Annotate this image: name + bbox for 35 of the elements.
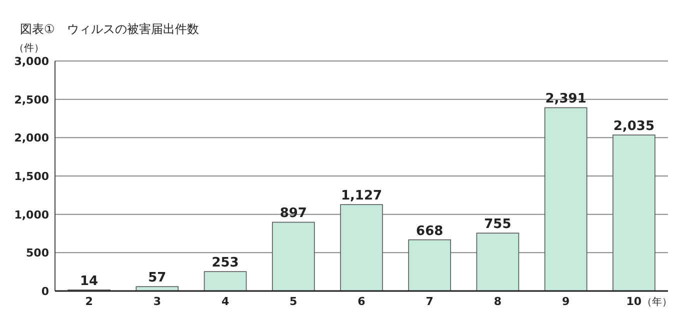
bar [612, 134, 656, 292]
y-tick-label: 3,000 [14, 55, 50, 68]
bar [204, 271, 247, 292]
data-label: 897 [280, 206, 307, 222]
data-label: 755 [484, 217, 512, 232]
data-label: 1,127 [340, 188, 382, 204]
x-axis-title: （年） [642, 296, 672, 308]
y-tick-label: 2,500 [14, 93, 50, 106]
x-tick-label: 4 [221, 295, 230, 308]
data-label: 2,391 [545, 92, 586, 107]
x-tick-label: 10 [626, 295, 642, 308]
bar [476, 232, 520, 292]
bar [340, 204, 383, 292]
data-label: 668 [416, 224, 444, 239]
y-tick-label: 500 [26, 246, 50, 260]
bar [544, 107, 588, 292]
y-tick-label: 2,000 [14, 132, 50, 145]
x-tick-label: 8 [494, 295, 502, 308]
x-tick-label: 2 [85, 295, 93, 308]
y-tick-label: 0 [41, 285, 50, 298]
x-tick-label: 6 [358, 295, 366, 308]
bar [272, 222, 315, 292]
x-tick-label: 5 [290, 295, 298, 308]
y-axis-title: （件） [14, 43, 44, 54]
bar [408, 239, 452, 292]
x-tick-label: 9 [562, 295, 570, 308]
y-tick-label: 1,500 [14, 170, 50, 183]
x-tick-label: 7 [426, 295, 434, 308]
data-label: 57 [148, 270, 166, 286]
data-label: 14 [80, 274, 98, 289]
x-tick-label: 3 [153, 295, 161, 308]
data-label: 2,035 [613, 118, 655, 134]
y-tick-label: 1,000 [14, 208, 50, 222]
chart-title: 図表① ウィルスの被害届出件数 [20, 22, 199, 36]
data-label: 253 [212, 256, 239, 271]
